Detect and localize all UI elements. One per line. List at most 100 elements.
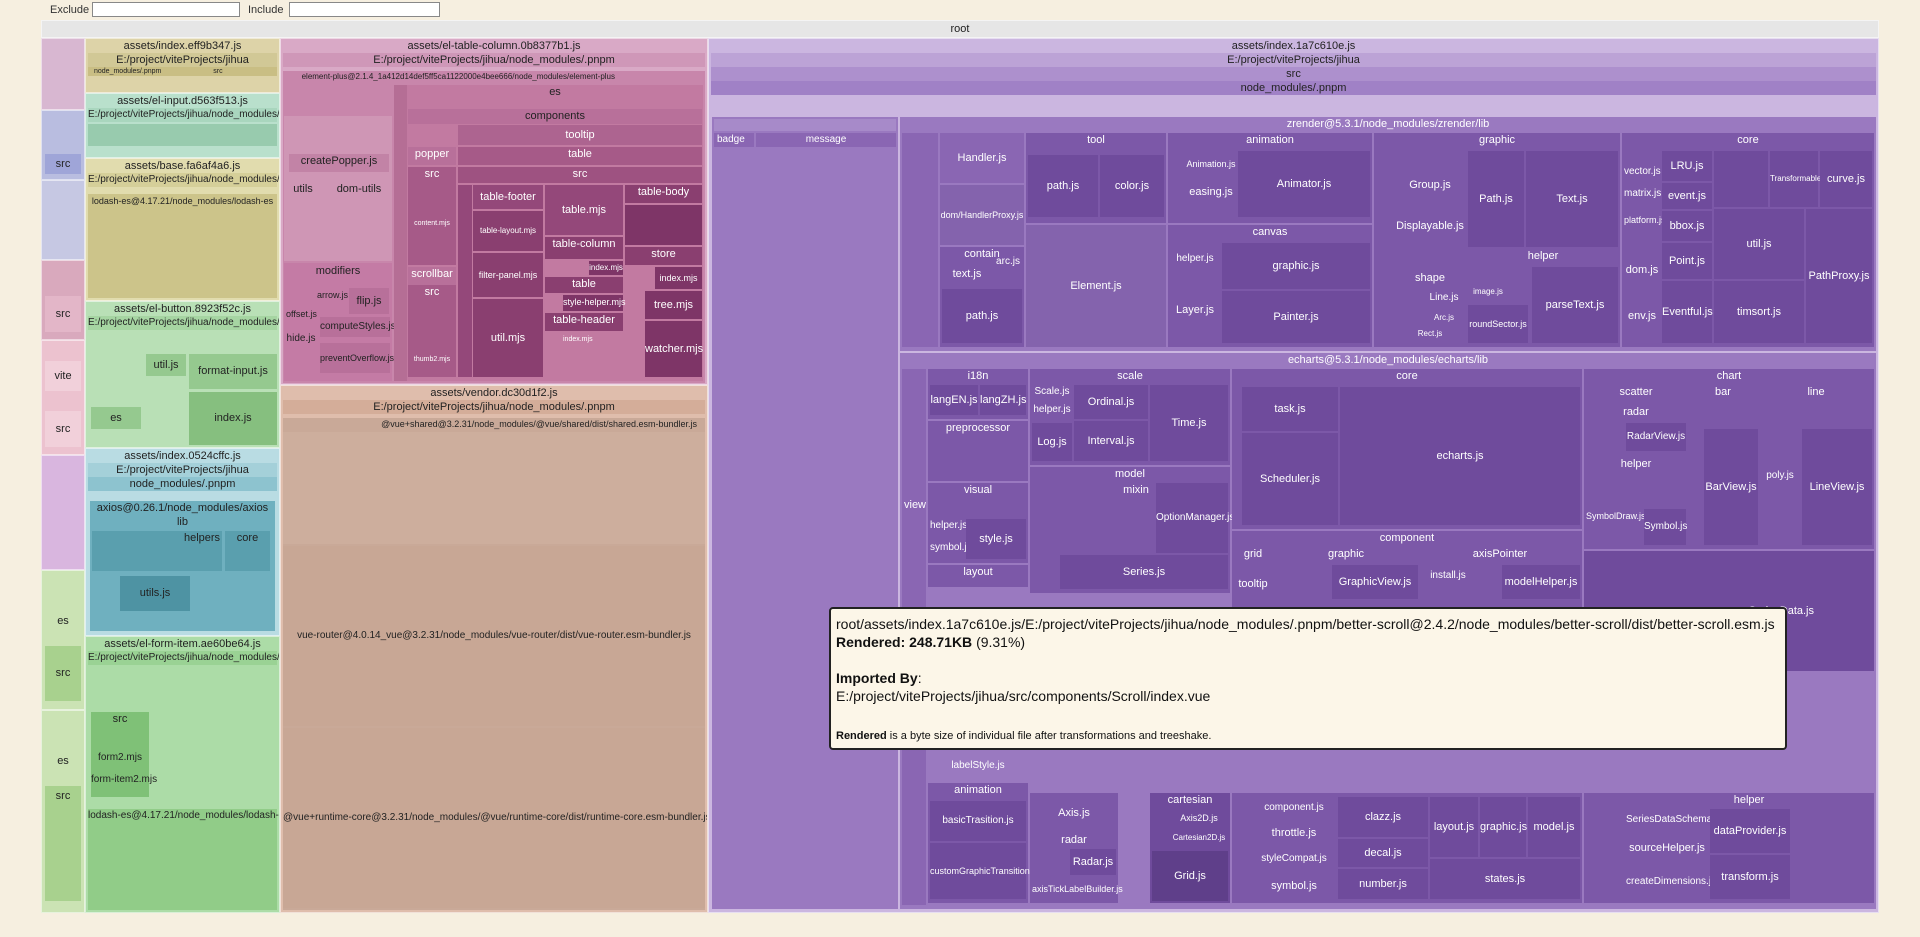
- chunk-main[interactable]: assets/index.1a7c610e.js E:/project/vite…: [708, 38, 1879, 913]
- include-input[interactable]: [289, 2, 440, 17]
- chunk-label: Axis.js: [1058, 807, 1090, 819]
- chunk-label: Painter.js: [1222, 291, 1370, 343]
- chunk-label: table-column: [545, 237, 623, 259]
- tile-group[interactable]: [41, 180, 85, 260]
- chunk-label: cartesian: [1167, 794, 1213, 806]
- chunk-label: Log.js: [1032, 423, 1072, 461]
- chunk-label: path.js: [942, 289, 1022, 343]
- chunk-label: node_modules/.pnpm: [88, 477, 277, 491]
- chunk-label: customGraphicTransition.js: [930, 843, 1039, 899]
- chunk-label: decal.js: [1338, 839, 1428, 867]
- chunk-el-form-item[interactable]: assets/el-form-item.ae60be64.js E:/proje…: [85, 636, 280, 913]
- chunk-label: dom.js: [1625, 264, 1659, 276]
- chunk-label: layout: [928, 565, 1028, 587]
- chunk-label: helper.js: [1033, 404, 1071, 415]
- chunk-label: style-helper.mjs: [563, 295, 626, 311]
- tooltip-imported-label: Imported By: [836, 670, 918, 686]
- chunk-el-button[interactable]: assets/el-button.8923f52c.js E:/project/…: [85, 301, 280, 448]
- tooltip-imported-value: E:/project/viteProjects/jihua/src/compon…: [836, 688, 1211, 704]
- chunk-label: src: [711, 67, 1876, 81]
- chunk-label: image.js: [1473, 287, 1503, 296]
- tooltip-note-bold: Rendered: [836, 730, 887, 742]
- chunk-label: Scale.js: [1034, 386, 1070, 397]
- chunk-label: LineView.js: [1802, 429, 1872, 545]
- chunk-label: curve.js: [1820, 151, 1872, 207]
- chunk-el-input[interactable]: assets/el-input.d563f513.js E:/project/v…: [85, 93, 280, 158]
- chunk-label: arrow.js: [317, 290, 349, 300]
- chunk-label: node_modules/.pnpm: [711, 81, 1876, 95]
- chunk-label: number.js: [1338, 869, 1428, 899]
- chunk-label: Scheduler.js: [1242, 433, 1338, 525]
- chunk-index-0524[interactable]: assets/index.0524cffc.js E:/project/vite…: [85, 448, 280, 636]
- chunk-label: createPopper.js: [289, 154, 389, 172]
- chunk-label: GraphicView.js: [1332, 565, 1418, 599]
- chunk-label: thumb2.mjs: [413, 356, 451, 363]
- chunk-label: @vue+runtime-core@3.2.31/node_modules/@v…: [283, 728, 707, 908]
- tile-group[interactable]: src: [41, 110, 85, 180]
- chunk-label: model.js: [1528, 797, 1580, 857]
- chunk-label: radar: [1061, 834, 1087, 846]
- chunk-label: mixin: [1123, 484, 1149, 496]
- chunk-label: E:/project/viteProjects/jihua: [88, 463, 277, 477]
- chunk-label: Path.js: [1468, 151, 1524, 247]
- chunk-vendor[interactable]: assets/vendor.dc30d1f2.js E:/project/vit…: [280, 385, 708, 913]
- exclude-label: Exclude: [50, 4, 90, 16]
- tile-group[interactable]: es src: [41, 710, 85, 913]
- chunk-label: table.mjs: [545, 185, 623, 235]
- chunk-label: Time.js: [1150, 385, 1228, 461]
- chunk-label: assets/el-table-column.0b8377b1.js: [407, 40, 581, 52]
- chunk-label: roundSector.js: [1468, 305, 1528, 343]
- chunk-label: event.js: [1662, 183, 1712, 209]
- chunk-label: arc.js: [996, 256, 1020, 267]
- tile-group[interactable]: es src: [41, 570, 85, 710]
- chunk-label: contain: [964, 248, 1000, 260]
- chunk-label: Element.js: [1026, 225, 1166, 347]
- exclude-input[interactable]: [92, 2, 240, 17]
- chunk-label: throttle.js: [1271, 827, 1317, 839]
- chunk-label: Layer.js: [1176, 304, 1214, 316]
- chunk-label: index.mjs: [563, 336, 593, 343]
- chunk-label: bbox.js: [1662, 211, 1712, 241]
- chunk-label: scale: [1117, 370, 1143, 382]
- chunk-label: labelStyle.js: [951, 760, 1005, 771]
- chunk-label: graphic.js: [1480, 797, 1527, 857]
- hover-tooltip: root/assets/index.1a7c610e.js/E:/project…: [829, 607, 1787, 750]
- tile-group[interactable]: [41, 38, 85, 110]
- chunk-label: lodash-es@4.17.21/node_modules/lodash-es: [88, 810, 280, 821]
- chunk-label: assets/index.1a7c610e.js: [1231, 40, 1356, 52]
- chunk-label: table: [458, 147, 702, 165]
- tooltip-path: root/assets/index.1a7c610e.js/E:/project…: [836, 616, 1775, 632]
- chunk-label: assets/el-form-item.ae60be64.js: [104, 638, 261, 650]
- chunk-label: line: [1807, 386, 1825, 398]
- chunk-label: basicTrasition.js: [930, 801, 1026, 841]
- chunk-label: table-layout.mjs: [473, 211, 543, 251]
- chunk-label: visual: [963, 484, 993, 496]
- chunk-label: transform.js: [1710, 855, 1790, 899]
- chunk-label: computeStyles.js: [320, 317, 396, 337]
- tile-group[interactable]: vite src: [41, 340, 85, 455]
- chunk-label: Animation.js: [1186, 159, 1236, 169]
- tile-group[interactable]: src: [41, 260, 85, 340]
- chunk-label: view: [904, 499, 927, 511]
- chunk-label: core: [1396, 370, 1418, 382]
- chunk-el-table-column[interactable]: assets/el-table-column.0b8377b1.js E:/pr…: [280, 38, 708, 385]
- chunk-index-eff[interactable]: assets/index.eff9b347.js E:/project/vite…: [85, 38, 280, 93]
- chunk-label: Ordinal.js: [1074, 385, 1148, 419]
- chunk-label: table-footer: [473, 185, 543, 209]
- chunk-base[interactable]: assets/base.fa6af4a6.js E:/project/viteP…: [85, 158, 280, 301]
- chunk-label: assets/index.0524cffc.js: [124, 450, 241, 462]
- chunk-label: utils: [293, 183, 313, 195]
- chunk-label: E:/project/viteProjects/jihua/node_modul…: [283, 53, 705, 67]
- chunk-label: @vue+shared@3.2.31/node_modules/@vue/sha…: [381, 419, 697, 429]
- chunk-label: style.js: [966, 519, 1026, 559]
- chunk-label: langZH.js: [980, 385, 1026, 415]
- chunk-label: graphic.js: [1222, 243, 1370, 289]
- chunk-label: content.mjs: [414, 220, 450, 227]
- chunk-label: Group.js: [1409, 179, 1451, 191]
- include-label: Include: [248, 4, 284, 16]
- chunk-label: BarView.js: [1704, 429, 1758, 545]
- treemap-root[interactable]: root: [41, 20, 1879, 38]
- chunk-label: states.js: [1430, 859, 1580, 899]
- tile-group[interactable]: [41, 455, 85, 570]
- chunk-label: task.js: [1242, 387, 1338, 431]
